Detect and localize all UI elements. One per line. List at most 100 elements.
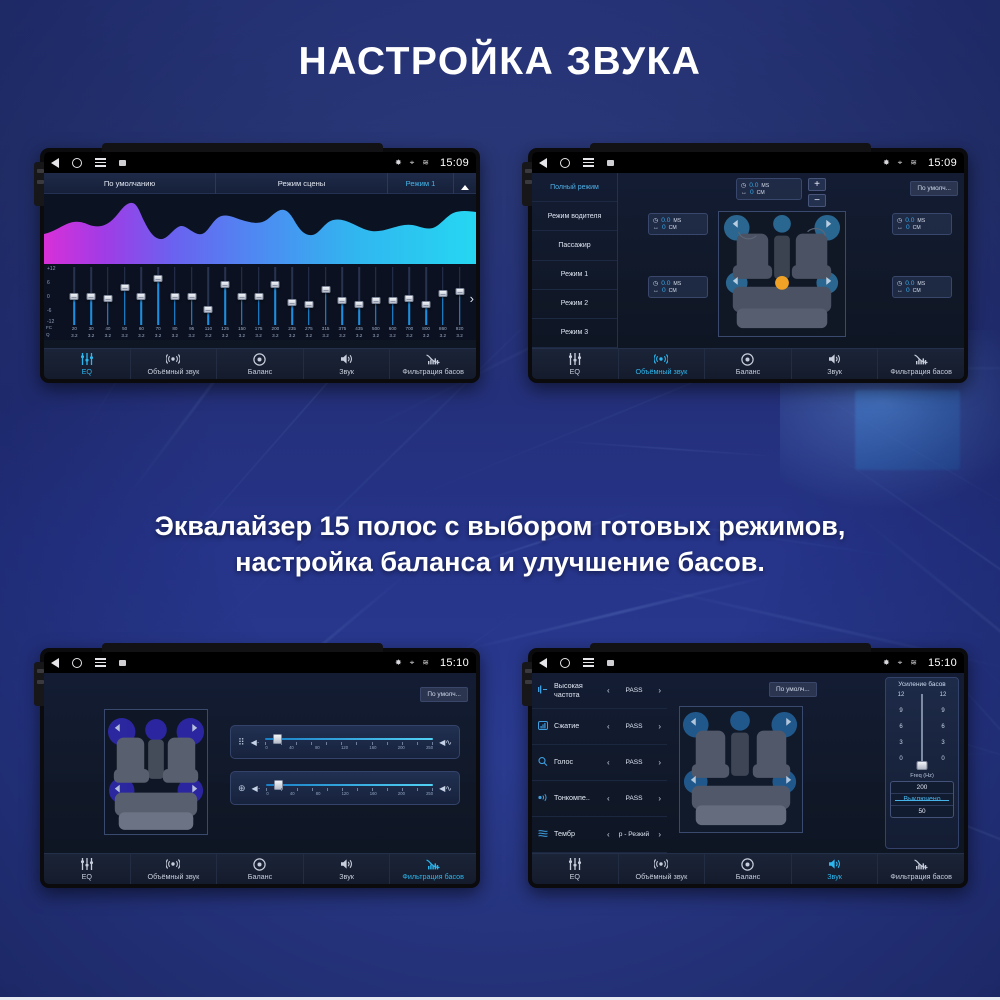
eq-band[interactable]: [217, 267, 234, 325]
home-icon[interactable]: [560, 657, 570, 668]
bass-effect-row[interactable]: Голос ‹ PASS ›: [532, 745, 667, 781]
eq-band-knob[interactable]: [455, 288, 465, 296]
back-icon[interactable]: [539, 157, 547, 168]
balance-default-button[interactable]: По умолч...: [420, 687, 468, 702]
tab-bass-filter[interactable]: Фильтрация басов: [878, 349, 964, 379]
android-nav-bar[interactable]: [539, 157, 614, 168]
tab-speaker[interactable]: Звук: [304, 854, 391, 884]
eq-band-knob[interactable]: [170, 292, 180, 300]
tab-surround[interactable]: Объёмный звук: [131, 349, 218, 379]
balance-center-row[interactable]: ⊕ ◀· 0 40 80 120 160: [230, 771, 460, 805]
tab-equalizer[interactable]: EQ: [44, 349, 131, 379]
home-icon[interactable]: [72, 657, 82, 668]
eq-band[interactable]: [284, 267, 301, 325]
tab-bass-filter[interactable]: Фильтрация басов: [390, 349, 476, 379]
surround-mode-item[interactable]: Режим водителя: [532, 202, 617, 232]
eq-band[interactable]: [435, 267, 452, 325]
android-nav-bar[interactable]: [539, 657, 614, 668]
tab-speaker[interactable]: Звук: [304, 349, 391, 379]
chevron-left-icon[interactable]: ‹: [607, 722, 610, 731]
eq-mode-expand-button[interactable]: [454, 177, 476, 190]
eq-band[interactable]: [301, 267, 318, 325]
car-seating-diagram[interactable]: [104, 709, 208, 835]
chevron-right-icon[interactable]: ›: [658, 758, 661, 767]
chevron-left-icon[interactable]: ‹: [607, 830, 610, 839]
eq-band-knob[interactable]: [203, 305, 213, 313]
eq-band-knob[interactable]: [287, 299, 297, 307]
eq-band[interactable]: [100, 267, 117, 325]
recents-icon[interactable]: [607, 659, 614, 666]
eq-band[interactable]: [317, 267, 334, 325]
home-icon[interactable]: [72, 157, 82, 168]
chevron-right-icon[interactable]: ›: [658, 830, 661, 839]
recents-icon[interactable]: [119, 659, 126, 666]
menu-icon[interactable]: [95, 658, 106, 667]
chevron-right-icon[interactable]: ›: [658, 686, 661, 695]
eq-band[interactable]: [83, 267, 100, 325]
home-icon[interactable]: [560, 157, 570, 168]
eq-band[interactable]: [368, 267, 385, 325]
balance-center-slider[interactable]: 0 40 80 120 160 200 250: [266, 778, 434, 798]
surround-mode-list[interactable]: Полный режим Режим водителя Пассажир Режим …: [532, 173, 618, 348]
tab-bar-balance[interactable]: EQ Объёмный звук Баланс Звук Фильтрация басо…: [44, 853, 476, 884]
eq-bands[interactable]: [66, 267, 468, 325]
tab-balance[interactable]: Баланс: [217, 854, 304, 884]
back-icon[interactable]: [51, 657, 59, 668]
eq-band-knob[interactable]: [337, 296, 347, 304]
tab-equalizer[interactable]: EQ: [44, 854, 131, 884]
eq-band-knob[interactable]: [153, 274, 163, 282]
eq-band[interactable]: [418, 267, 435, 325]
tab-bar-surround[interactable]: EQ Объёмный звук Баланс Звук Фильтрация басо…: [532, 348, 964, 379]
chevron-left-icon[interactable]: ‹: [607, 758, 610, 767]
eq-band-knob[interactable]: [136, 292, 146, 300]
tab-balance[interactable]: Баланс: [217, 349, 304, 379]
eq-mode-default[interactable]: По умолчанию: [44, 172, 216, 194]
eq-next-page-icon[interactable]: ›: [469, 291, 474, 306]
surround-default-button[interactable]: По умолч...: [910, 181, 958, 196]
device-side-buttons[interactable]: [34, 662, 46, 706]
tab-surround[interactable]: Объёмный звук: [619, 854, 706, 884]
menu-icon[interactable]: [583, 658, 594, 667]
eq-band-knob[interactable]: [304, 301, 314, 309]
tab-surround[interactable]: Объёмный звук: [131, 854, 218, 884]
delay-cell-right-rear[interactable]: ◷ 0.0 MS ↔ 0 CM: [892, 276, 952, 298]
chevron-left-icon[interactable]: ‹: [607, 686, 610, 695]
back-icon[interactable]: [539, 657, 547, 668]
delay-cell-right-front[interactable]: ◷ 0.0 MS ↔ 0 CM: [892, 213, 952, 235]
eq-band-knob[interactable]: [270, 281, 280, 289]
eq-band[interactable]: [200, 267, 217, 325]
balance-fader-slider[interactable]: 0 40 80 120 160 200 250: [265, 732, 434, 752]
back-icon[interactable]: [51, 157, 59, 168]
delay-decrease-button[interactable]: −: [808, 194, 826, 207]
recents-icon[interactable]: [119, 159, 126, 166]
surround-mode-item[interactable]: Режим 3: [532, 319, 617, 348]
eq-band-knob[interactable]: [103, 294, 113, 302]
eq-band[interactable]: [234, 267, 251, 325]
bass-slider-knob[interactable]: [916, 761, 928, 770]
eq-band[interactable]: [334, 267, 351, 325]
eq-band-knob[interactable]: [237, 292, 247, 300]
bass-effect-row[interactable]: Тонкомпе.. ‹ PASS ›: [532, 781, 667, 817]
car-seating-diagram[interactable]: [718, 211, 846, 337]
bass-effect-row[interactable]: Тембр ‹ р - Резкий ›: [532, 817, 667, 853]
chevron-right-icon[interactable]: ›: [658, 794, 661, 803]
device-side-buttons[interactable]: [34, 162, 46, 206]
bass-effect-row[interactable]: Сжатие ‹ PASS ›: [532, 709, 667, 745]
eq-band-sliders[interactable]: +12 6 0 -6 -12 FC Q 20 30 40 50 60 70 80 95 110 1…: [44, 264, 476, 340]
eq-band-knob[interactable]: [120, 283, 130, 291]
eq-band[interactable]: [384, 267, 401, 325]
bass-freq-box[interactable]: 200 Выключено 50: [890, 781, 954, 818]
eq-band[interactable]: [401, 267, 418, 325]
eq-band-knob[interactable]: [86, 292, 96, 300]
recents-icon[interactable]: [607, 159, 614, 166]
delay-cell-left-front[interactable]: ◷ 0.0 MS ↔ 0 CM: [648, 213, 708, 235]
surround-mode-item[interactable]: Полный режим: [532, 173, 617, 203]
chevron-left-icon[interactable]: ‹: [607, 794, 610, 803]
eq-band-knob[interactable]: [421, 301, 431, 309]
bass-gain-slider[interactable]: 12 9 6 3 0 12 9 6: [890, 690, 954, 772]
tab-speaker[interactable]: Звук: [792, 854, 879, 884]
eq-band[interactable]: [250, 267, 267, 325]
eq-band-knob[interactable]: [69, 292, 79, 300]
eq-band[interactable]: [351, 267, 368, 325]
eq-band[interactable]: [150, 267, 167, 325]
